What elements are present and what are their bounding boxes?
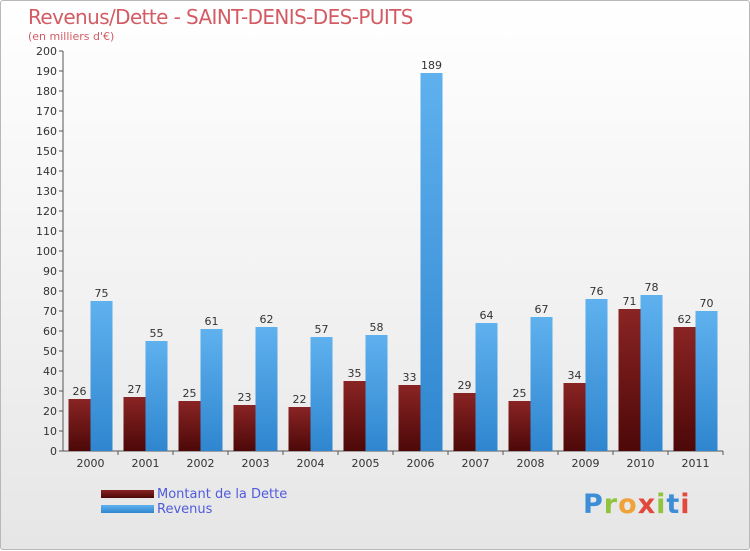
bar-dette xyxy=(233,405,256,451)
data-label-revenus: 189 xyxy=(421,59,442,72)
y-tick-label: 200 xyxy=(36,45,57,58)
x-tick-label: 2010 xyxy=(627,457,655,470)
bar-revenus xyxy=(420,73,443,451)
data-label-dette: 35 xyxy=(348,367,362,380)
logo-letter: i xyxy=(680,489,691,520)
logo-letter: o xyxy=(618,489,638,520)
data-label-revenus: 70 xyxy=(700,297,714,310)
chart-subtitle: (en milliers d'€) xyxy=(28,30,115,43)
y-tick-label: 190 xyxy=(36,65,57,78)
x-tick-label: 2008 xyxy=(517,457,545,470)
y-tick-label: 120 xyxy=(36,205,57,218)
data-label-revenus: 78 xyxy=(645,281,659,294)
logo-letter: P xyxy=(583,489,604,520)
y-tick-label: 130 xyxy=(36,185,57,198)
bar-dette xyxy=(453,393,476,451)
y-tick-label: 80 xyxy=(43,285,57,298)
y-tick-label: 140 xyxy=(36,165,57,178)
logo-letter: x xyxy=(637,489,657,520)
bar-revenus xyxy=(145,341,168,451)
logo-letter: r xyxy=(603,489,619,520)
bar-revenus xyxy=(255,327,278,451)
data-label-revenus: 62 xyxy=(260,313,274,326)
bar-revenus xyxy=(530,317,553,451)
data-label-dette: 25 xyxy=(513,387,527,400)
y-tick-label: 0 xyxy=(50,445,57,458)
bar-dette xyxy=(398,385,421,451)
data-label-revenus: 61 xyxy=(205,315,219,328)
x-tick-label: 2002 xyxy=(187,457,215,470)
data-label-revenus: 67 xyxy=(535,303,549,316)
bar-revenus xyxy=(695,311,718,451)
data-label-dette: 34 xyxy=(568,369,582,382)
legend-label-dette: Montant de la Dette xyxy=(157,487,288,502)
y-tick-label: 50 xyxy=(43,345,57,358)
bar-revenus xyxy=(365,335,388,451)
x-tick-label: 2011 xyxy=(682,457,710,470)
legend-label-revenus: Revenus xyxy=(157,502,213,517)
x-tick-label: 2001 xyxy=(132,457,160,470)
y-tick-label: 100 xyxy=(36,245,57,258)
bar-revenus xyxy=(585,299,608,451)
y-tick-label: 180 xyxy=(36,85,57,98)
bar-dette xyxy=(288,407,311,451)
x-tick-label: 2007 xyxy=(462,457,490,470)
x-tick-label: 2004 xyxy=(297,457,325,470)
legend-swatch-dette xyxy=(101,490,154,498)
y-tick-label: 20 xyxy=(43,405,57,418)
data-label-revenus: 64 xyxy=(480,309,494,322)
bar-revenus xyxy=(200,329,223,451)
bar-dette xyxy=(673,327,696,451)
y-tick-label: 150 xyxy=(36,145,57,158)
bar-dette xyxy=(343,381,366,451)
y-tick-label: 170 xyxy=(36,105,57,118)
x-tick-label: 2003 xyxy=(242,457,270,470)
data-label-revenus: 55 xyxy=(150,327,164,340)
bar-dette xyxy=(563,383,586,451)
data-label-dette: 23 xyxy=(238,391,252,404)
y-tick-label: 90 xyxy=(43,265,57,278)
y-tick-label: 60 xyxy=(43,325,57,338)
bar-revenus xyxy=(310,337,333,451)
y-tick-label: 30 xyxy=(43,385,57,398)
y-tick-label: 160 xyxy=(36,125,57,138)
y-tick-label: 40 xyxy=(43,365,57,378)
logo-letter: t xyxy=(666,489,681,520)
proxiti-logo: Proxiti xyxy=(583,489,691,520)
data-label-dette: 22 xyxy=(293,393,307,406)
data-label-dette: 29 xyxy=(458,379,472,392)
y-tick-label: 70 xyxy=(43,305,57,318)
data-label-dette: 25 xyxy=(183,387,197,400)
x-tick-label: 2005 xyxy=(352,457,380,470)
data-label-dette: 27 xyxy=(128,383,142,396)
bar-revenus xyxy=(90,301,113,451)
bar-revenus xyxy=(640,295,663,451)
y-tick-label: 110 xyxy=(36,225,57,238)
bar-dette xyxy=(178,401,201,451)
data-label-dette: 33 xyxy=(403,371,417,384)
bar-dette xyxy=(123,397,146,451)
data-label-revenus: 76 xyxy=(590,285,604,298)
logo-letter: i xyxy=(656,489,667,520)
bar-dette xyxy=(618,309,641,451)
data-label-revenus: 75 xyxy=(95,287,109,300)
chart-title: Revenus/Dette - SAINT-DENIS-DES-PUITS xyxy=(28,5,413,29)
data-label-dette: 26 xyxy=(73,385,87,398)
legend-swatch-revenus xyxy=(101,505,154,513)
y-tick-label: 10 xyxy=(43,425,57,438)
x-tick-label: 2009 xyxy=(572,457,600,470)
bar-revenus xyxy=(475,323,498,451)
bar-dette xyxy=(68,399,91,451)
data-label-dette: 62 xyxy=(678,313,692,326)
bar-dette xyxy=(508,401,531,451)
x-tick-label: 2000 xyxy=(77,457,105,470)
data-label-dette: 71 xyxy=(623,295,637,308)
x-tick-label: 2006 xyxy=(407,457,435,470)
data-label-revenus: 58 xyxy=(370,321,384,334)
data-label-revenus: 57 xyxy=(315,323,329,336)
